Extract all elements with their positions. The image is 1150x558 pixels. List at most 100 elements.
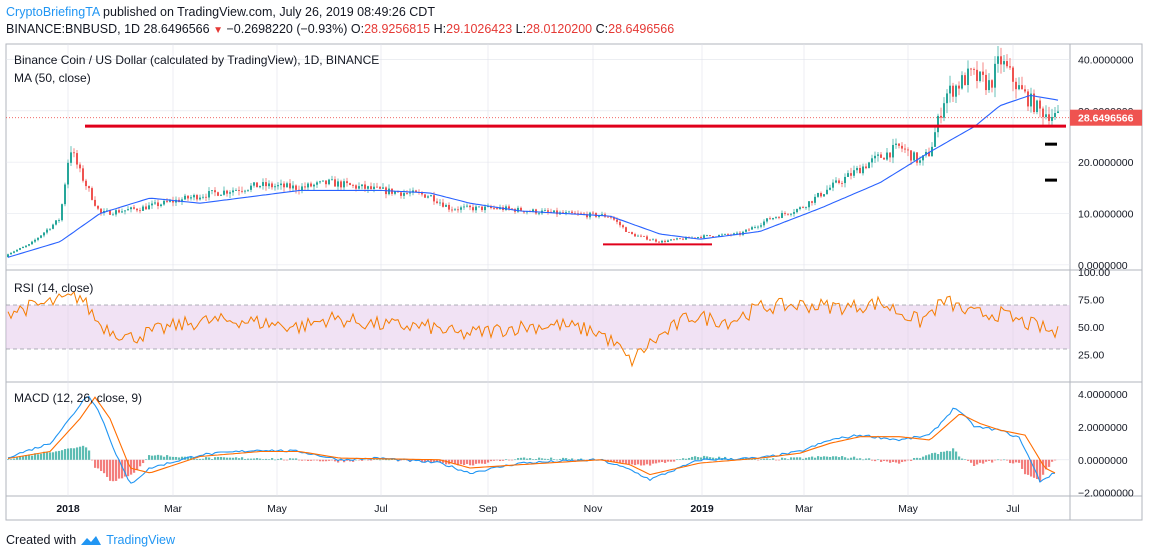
- candle-body: [670, 239, 672, 241]
- macd-histogram-bar: [208, 457, 211, 460]
- macd-histogram-bar: [991, 459, 994, 463]
- macd-histogram-bar: [106, 459, 109, 477]
- macd-histogram-bar: [754, 459, 757, 460]
- macd-histogram-bar: [526, 458, 529, 460]
- candle-body: [46, 229, 48, 233]
- macd-histogram-bar: [169, 456, 172, 460]
- macd-histogram-bar: [808, 457, 811, 460]
- macd-histogram-bar: [844, 457, 847, 460]
- macd-histogram-bar: [34, 453, 37, 460]
- rsi-line: [7, 290, 1059, 368]
- macd-histogram-bar: [952, 448, 955, 460]
- macd-histogram-bar: [787, 459, 790, 460]
- macd-histogram-bar: [91, 459, 94, 461]
- macd-histogram-bar: [502, 459, 505, 461]
- macd-histogram-bar: [202, 458, 205, 460]
- macd-tick-label: 0.0000000: [1078, 455, 1128, 467]
- candle-body: [187, 195, 189, 199]
- price-tick-label: 10.0000000: [1078, 209, 1134, 221]
- macd-histogram-bar: [703, 455, 706, 460]
- candle-body: [280, 183, 282, 186]
- candle-body: [700, 237, 702, 238]
- candle-body: [394, 191, 396, 194]
- candle-body: [784, 213, 786, 214]
- macd-histogram-bar: [553, 459, 556, 460]
- candle-body: [736, 232, 738, 234]
- candle-body: [331, 179, 333, 181]
- candle-body: [139, 210, 141, 212]
- macd-histogram-bar: [886, 459, 889, 462]
- macd-histogram-bar: [490, 459, 493, 462]
- macd-histogram-bar: [937, 454, 940, 460]
- candle-body: [925, 151, 927, 156]
- macd-histogram-bar: [292, 458, 295, 460]
- candle-body: [10, 252, 12, 255]
- macd-histogram-bar: [514, 459, 517, 461]
- candle-body: [826, 189, 828, 195]
- tradingview-brand[interactable]: TradingView: [106, 533, 175, 547]
- candle-body: [664, 240, 666, 242]
- macd-histogram-bar: [640, 459, 643, 466]
- candle-body: [358, 186, 360, 189]
- macd-histogram-bar: [568, 459, 571, 460]
- candle-body: [373, 186, 375, 189]
- macd-histogram-bar: [76, 447, 79, 460]
- macd-histogram-bar: [994, 459, 997, 461]
- macd-histogram-bar: [901, 459, 904, 463]
- candle-body: [496, 208, 498, 210]
- candle-body: [955, 85, 957, 97]
- macd-histogram-bar: [865, 458, 868, 460]
- macd-histogram-bar: [964, 459, 967, 461]
- candle-body: [205, 196, 207, 198]
- candle-body: [61, 204, 63, 221]
- candle-body: [196, 195, 198, 200]
- last-price: 28.6496566: [143, 22, 210, 36]
- macd-histogram-bar: [244, 458, 247, 460]
- macd-histogram-bar: [325, 459, 328, 462]
- macd-histogram-bar: [1030, 459, 1033, 477]
- rsi-tick-label: 100.00: [1078, 267, 1110, 279]
- candle-body: [1033, 93, 1035, 113]
- macd-histogram-bar: [229, 457, 232, 460]
- rsi-tick-label: 50.00: [1078, 322, 1104, 334]
- macd-histogram-bar: [631, 459, 634, 465]
- macd-histogram-bar: [289, 458, 292, 460]
- macd-histogram-bar: [940, 451, 943, 460]
- ma-legend: MA (50, close): [14, 71, 91, 85]
- macd-histogram-bar: [970, 459, 973, 463]
- ma-50-line: [7, 94, 1059, 258]
- candle-body: [871, 158, 873, 163]
- macd-histogram-bar: [685, 458, 688, 460]
- candle-body: [388, 188, 390, 195]
- macd-histogram-bar: [670, 459, 673, 462]
- target-mark: [1045, 178, 1057, 182]
- macd-histogram-bar: [73, 448, 76, 460]
- macd-histogram-bar: [928, 454, 931, 460]
- macd-histogram-bar: [67, 448, 70, 460]
- author-link[interactable]: CryptoBriefingTA: [6, 5, 100, 19]
- macd-histogram-bar: [304, 459, 307, 461]
- macd-histogram-bar: [469, 459, 472, 466]
- candle-body: [304, 186, 306, 188]
- macd-histogram-bar: [430, 459, 433, 463]
- macd-tick-label: −2.0000000: [1078, 488, 1134, 500]
- candle-body: [445, 204, 447, 207]
- candle-body: [343, 181, 345, 188]
- candle-body: [490, 206, 492, 209]
- macd-histogram-bar: [31, 455, 34, 460]
- candle-body: [469, 205, 471, 208]
- macd-histogram-bar: [628, 459, 631, 465]
- candle-body: [916, 152, 918, 163]
- macd-histogram-bar: [100, 459, 103, 471]
- macd-histogram-bar: [622, 459, 625, 463]
- price-pane-title: Binance Coin / US Dollar (calculated by …: [14, 53, 379, 67]
- candle-body: [553, 210, 555, 213]
- candle-body: [226, 190, 228, 194]
- macd-histogram-bar: [805, 457, 808, 460]
- macd-histogram-bar: [316, 459, 319, 461]
- down-arrow-icon: ▼: [213, 25, 223, 36]
- candle-body: [148, 205, 150, 210]
- macd-histogram-bar: [262, 459, 265, 460]
- macd-histogram-bar: [916, 457, 919, 460]
